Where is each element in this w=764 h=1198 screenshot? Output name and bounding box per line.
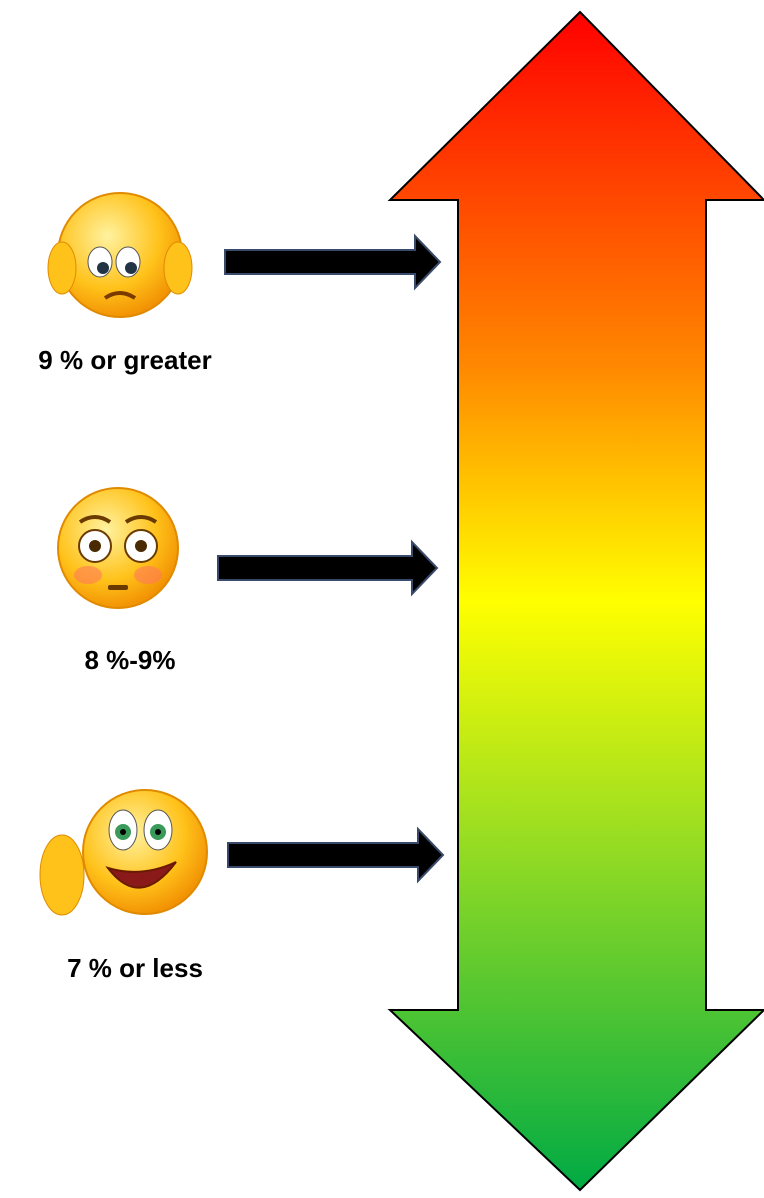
- level-label: 9 % or greater: [38, 345, 211, 375]
- level-label: 8 %-9%: [84, 645, 175, 675]
- double-arrow: [387, 10, 764, 1192]
- flushed-emoji: [57, 487, 179, 609]
- level-label: 7 % or less: [67, 953, 203, 983]
- pointer-arrow: [217, 233, 445, 884]
- happy-emoji: [39, 789, 208, 916]
- sad-emoji: [47, 192, 193, 318]
